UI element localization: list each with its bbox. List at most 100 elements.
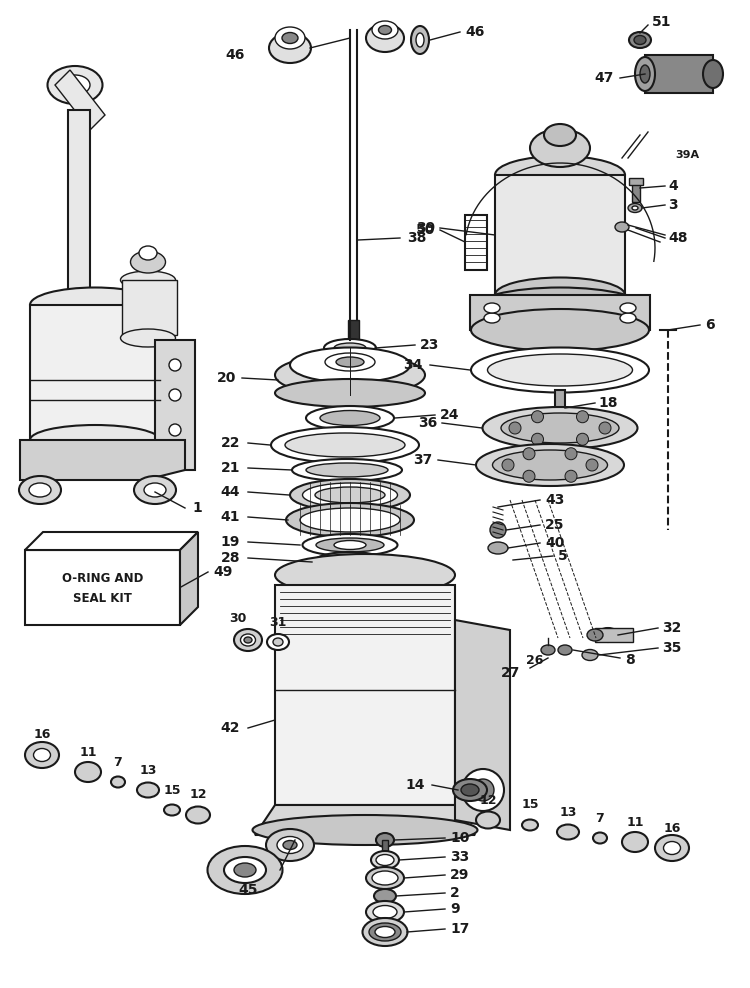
Text: 13: 13 <box>140 764 157 777</box>
Circle shape <box>532 411 544 423</box>
Ellipse shape <box>620 303 636 313</box>
Circle shape <box>523 470 535 482</box>
Bar <box>495 175 625 295</box>
Ellipse shape <box>306 463 388 477</box>
Text: O-RING AND: O-RING AND <box>62 572 143 585</box>
Polygon shape <box>55 70 105 130</box>
Ellipse shape <box>476 444 624 486</box>
Ellipse shape <box>476 811 500 829</box>
Circle shape <box>577 434 589 446</box>
Bar <box>348 320 359 348</box>
Bar <box>155 340 195 470</box>
Ellipse shape <box>482 407 638 449</box>
Ellipse shape <box>164 804 180 815</box>
Text: 39A: 39A <box>675 150 699 160</box>
Text: 7: 7 <box>114 756 122 769</box>
Ellipse shape <box>634 36 646 44</box>
Ellipse shape <box>557 825 579 840</box>
Ellipse shape <box>374 889 396 903</box>
Text: 24: 24 <box>440 408 460 422</box>
Text: 42: 42 <box>220 721 240 735</box>
Ellipse shape <box>130 251 166 273</box>
Text: 10: 10 <box>450 831 470 845</box>
Ellipse shape <box>336 357 364 367</box>
Bar <box>629 178 643 185</box>
Text: 27: 27 <box>501 666 520 680</box>
Ellipse shape <box>629 32 651 48</box>
Text: 9: 9 <box>450 902 460 916</box>
Ellipse shape <box>275 554 455 596</box>
Ellipse shape <box>19 476 61 504</box>
Ellipse shape <box>60 75 90 95</box>
Ellipse shape <box>362 918 407 946</box>
Ellipse shape <box>488 542 508 554</box>
Circle shape <box>502 459 514 471</box>
Ellipse shape <box>314 552 386 572</box>
Text: 12: 12 <box>479 793 496 806</box>
Ellipse shape <box>121 329 176 347</box>
Ellipse shape <box>273 638 283 646</box>
Circle shape <box>490 522 506 538</box>
Text: 1: 1 <box>192 501 202 515</box>
Ellipse shape <box>366 24 404 52</box>
Text: 46: 46 <box>226 48 245 62</box>
Ellipse shape <box>334 343 366 353</box>
Ellipse shape <box>169 424 181 436</box>
Ellipse shape <box>416 33 424 47</box>
Bar <box>122 280 177 335</box>
Ellipse shape <box>292 459 402 481</box>
Text: SEAL KIT: SEAL KIT <box>73 592 132 606</box>
Polygon shape <box>180 532 198 625</box>
Circle shape <box>599 422 611 434</box>
Ellipse shape <box>275 354 425 396</box>
Ellipse shape <box>655 835 689 861</box>
Ellipse shape <box>29 483 51 497</box>
Ellipse shape <box>320 410 380 426</box>
Bar <box>68 110 90 300</box>
Ellipse shape <box>224 857 266 883</box>
Ellipse shape <box>34 749 50 762</box>
Text: 16: 16 <box>33 728 51 742</box>
Bar <box>555 390 565 432</box>
Text: 14: 14 <box>406 778 425 792</box>
Ellipse shape <box>277 837 303 854</box>
Bar <box>632 180 640 202</box>
Text: 4: 4 <box>668 179 678 193</box>
Ellipse shape <box>640 65 650 83</box>
Ellipse shape <box>366 867 404 889</box>
Ellipse shape <box>266 829 314 861</box>
Text: 12: 12 <box>189 788 207 801</box>
Bar <box>645 55 713 93</box>
Ellipse shape <box>501 413 619 443</box>
Ellipse shape <box>462 769 504 811</box>
Ellipse shape <box>234 863 256 877</box>
Bar <box>465 215 487 270</box>
Ellipse shape <box>376 833 394 847</box>
Text: 11: 11 <box>80 746 97 759</box>
Ellipse shape <box>471 288 649 333</box>
Ellipse shape <box>372 21 398 39</box>
Text: 45: 45 <box>238 883 258 897</box>
Ellipse shape <box>75 762 101 782</box>
Ellipse shape <box>269 33 311 63</box>
Ellipse shape <box>471 309 649 351</box>
Ellipse shape <box>522 819 538 831</box>
Polygon shape <box>25 532 198 550</box>
Ellipse shape <box>271 427 419 463</box>
Ellipse shape <box>544 124 576 146</box>
Ellipse shape <box>208 846 283 894</box>
Ellipse shape <box>453 779 487 801</box>
Ellipse shape <box>169 389 181 401</box>
Text: 20: 20 <box>217 371 236 385</box>
Text: 50: 50 <box>416 223 435 237</box>
Text: 26: 26 <box>526 653 544 667</box>
Ellipse shape <box>290 479 410 511</box>
Ellipse shape <box>275 27 305 49</box>
Ellipse shape <box>411 26 429 54</box>
Bar <box>30 305 160 440</box>
Ellipse shape <box>300 508 400 532</box>
Ellipse shape <box>186 806 210 824</box>
Polygon shape <box>20 440 185 480</box>
Ellipse shape <box>302 534 398 556</box>
Text: 34: 34 <box>404 358 423 372</box>
